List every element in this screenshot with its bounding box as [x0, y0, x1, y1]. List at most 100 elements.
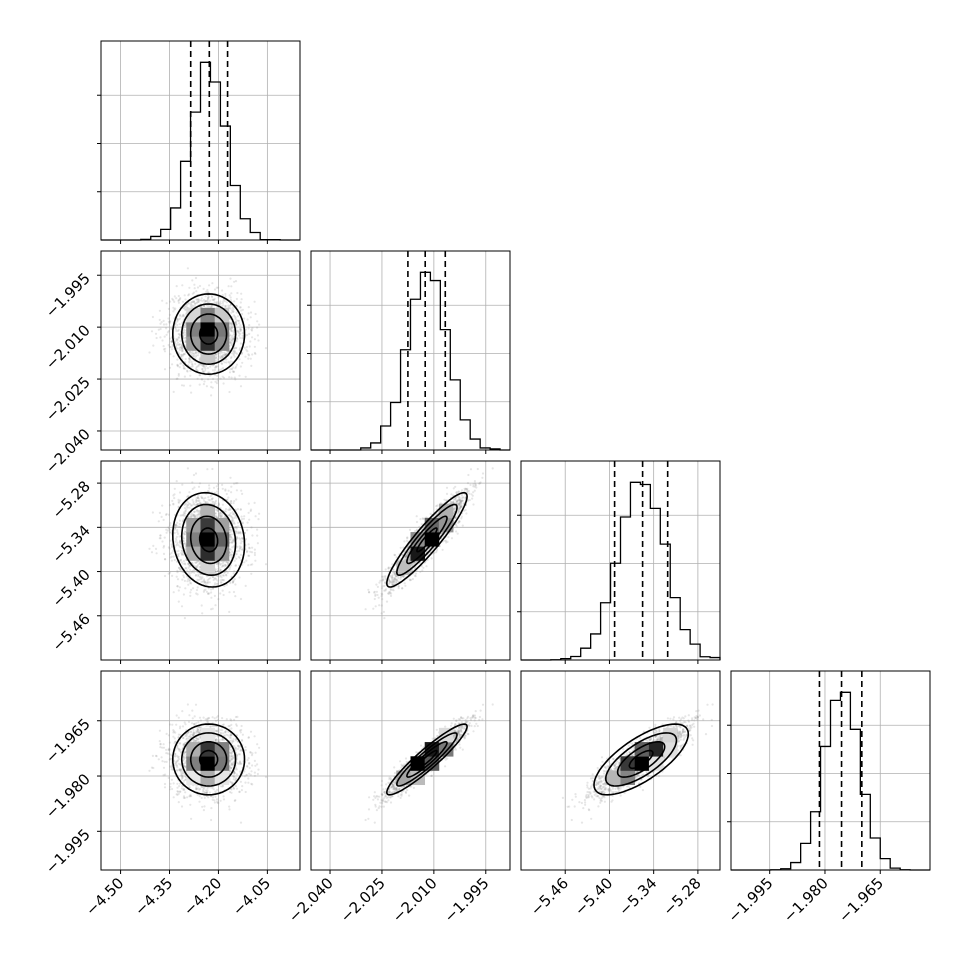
sample-point	[176, 529, 178, 531]
sample-point	[208, 484, 210, 486]
sample-point	[238, 550, 240, 552]
sample-point	[181, 345, 183, 347]
panel-frame-1-1	[311, 251, 510, 450]
sample-point	[179, 491, 181, 493]
sample-point	[254, 352, 256, 354]
sample-point	[235, 321, 237, 323]
sample-point	[173, 497, 175, 499]
sample-point	[168, 344, 170, 346]
sample-point	[189, 569, 191, 571]
sample-point	[180, 559, 182, 561]
sample-point	[210, 381, 212, 383]
sample-point	[199, 285, 201, 287]
sample-point	[148, 351, 150, 353]
sample-point	[250, 311, 252, 313]
sample-point	[194, 287, 196, 289]
sample-point	[228, 362, 230, 364]
sample-point	[383, 617, 385, 619]
sample-point	[230, 554, 232, 556]
sample-point	[207, 378, 209, 380]
sample-point	[231, 368, 233, 370]
sample-point	[196, 516, 198, 518]
sample-point	[163, 553, 165, 555]
sample-point	[176, 525, 178, 527]
sample-point	[251, 547, 253, 549]
sample-point	[171, 298, 173, 300]
sample-point	[176, 359, 178, 361]
sample-point	[179, 318, 181, 320]
sample-point	[176, 318, 178, 320]
sample-point	[251, 336, 253, 338]
sample-point	[232, 511, 234, 513]
sample-point	[229, 512, 231, 514]
sample-point	[179, 366, 181, 368]
sample-point	[254, 560, 256, 562]
sample-point	[201, 576, 203, 578]
sample-point	[196, 366, 198, 368]
sample-point	[421, 523, 423, 525]
sample-point	[214, 582, 216, 584]
sample-point	[218, 302, 220, 304]
sample-point	[199, 578, 201, 580]
sample-point	[176, 364, 178, 366]
sample-point	[211, 468, 213, 470]
sample-point	[238, 322, 240, 324]
sample-point	[187, 267, 189, 269]
sample-point	[234, 565, 236, 567]
ytick-label-1-1: −2.025	[42, 373, 94, 425]
sample-point	[189, 375, 191, 377]
sample-point	[247, 318, 249, 320]
sample-point	[230, 296, 232, 298]
density-cell	[201, 532, 216, 547]
sample-point	[189, 370, 191, 372]
sample-point	[239, 337, 241, 339]
sample-point	[404, 585, 406, 587]
sample-point	[222, 376, 224, 378]
sample-point	[244, 347, 246, 349]
sample-point	[217, 570, 219, 572]
sample-point	[171, 575, 173, 577]
sample-point	[214, 501, 216, 503]
sample-point	[381, 598, 383, 600]
sample-point	[195, 575, 197, 577]
sample-point	[213, 487, 215, 489]
panel-1-1	[307, 251, 510, 454]
sample-point	[241, 337, 243, 339]
sample-point	[226, 493, 228, 495]
sample-point	[203, 383, 205, 385]
sample-point	[254, 346, 256, 348]
panel-2-1	[311, 461, 510, 664]
sample-point	[234, 595, 236, 597]
sample-point	[211, 295, 213, 297]
sample-point	[225, 508, 227, 510]
sample-point	[163, 348, 165, 350]
sample-point	[256, 529, 258, 531]
sample-point	[188, 357, 190, 359]
sample-point	[176, 522, 178, 524]
sample-point	[190, 589, 192, 591]
sample-point	[228, 376, 230, 378]
sample-point	[201, 368, 203, 370]
sample-point	[229, 539, 231, 541]
sample-point	[208, 487, 210, 489]
sample-point	[165, 327, 167, 329]
sample-point	[158, 520, 160, 522]
sample-point	[160, 328, 162, 330]
sample-point	[217, 353, 219, 355]
sample-point	[230, 285, 232, 287]
sample-point	[232, 502, 234, 504]
ytick-label-2-0: −5.46	[49, 610, 94, 655]
sample-point	[203, 500, 205, 502]
sample-point	[163, 345, 165, 347]
sample-point	[241, 516, 243, 518]
sample-point	[231, 541, 233, 543]
sample-point	[199, 482, 201, 484]
sample-point	[214, 604, 216, 606]
sample-point	[248, 324, 250, 326]
sample-point	[163, 323, 165, 325]
sample-point	[195, 472, 197, 474]
ytick-label-1-0: −2.040	[42, 425, 94, 477]
sample-point	[241, 493, 243, 495]
ytick-label-1-2: −2.010	[42, 321, 94, 373]
sample-point	[378, 597, 380, 599]
